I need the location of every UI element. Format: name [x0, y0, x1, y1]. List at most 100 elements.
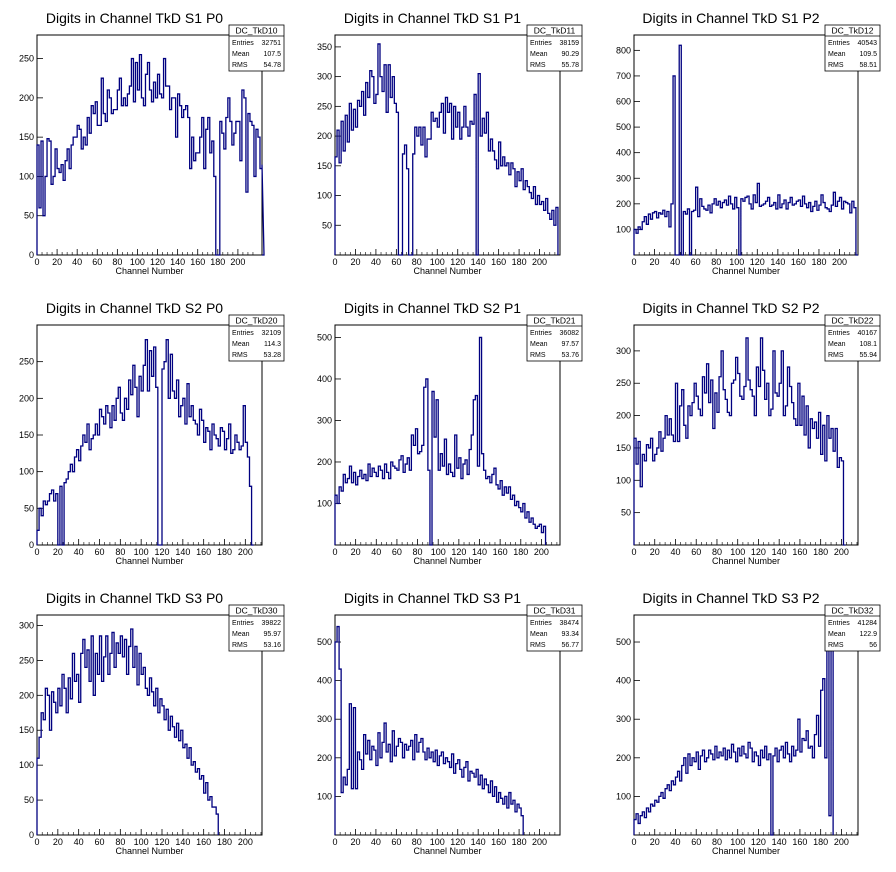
stats-box [824, 24, 881, 72]
chart-title: Digits in Channel TkD S1 P1 [344, 10, 521, 26]
x-tick-label: 20 [53, 547, 63, 557]
x-tick-label: 80 [712, 837, 722, 847]
y-tick-label: 200 [616, 411, 631, 421]
y-tick-label: 150 [19, 132, 34, 142]
x-tick-label: 160 [493, 547, 508, 557]
x-tick-label: 160 [491, 257, 506, 267]
x-tick-label: 120 [750, 257, 765, 267]
y-tick-label: 300 [317, 714, 332, 724]
stats-label: Entries [530, 620, 552, 627]
histogram-panel-9: Digits in Channel TkD S3 P2 0 20 40 60 80 100 1… [616, 590, 881, 856]
x-tick-label: 160 [792, 547, 807, 557]
y-tick-label: 200 [317, 131, 332, 141]
histogram-series [36, 53, 265, 256]
x-axis-label: Channel Number [712, 846, 780, 856]
stats-value: 90.29 [561, 51, 579, 58]
x-tick-label: 140 [772, 547, 787, 557]
x-tick-label: 60 [94, 837, 104, 847]
y-tick-label: 250 [19, 357, 34, 367]
histogram-panel-5: Digits in Channel TkD S2 P1 0 20 40 60 80 100 1… [317, 300, 583, 566]
y-tick-label: 350 [317, 42, 332, 52]
x-axis-label: Channel Number [413, 556, 481, 566]
x-tick-label: 180 [210, 257, 225, 267]
stats-value: 56 [869, 642, 877, 649]
y-tick-label: 300 [317, 72, 332, 82]
x-tick-label: 180 [811, 257, 826, 267]
y-tick-label: 0 [29, 250, 34, 260]
x-tick-label: 80 [412, 837, 422, 847]
stats-label: Mean [828, 341, 846, 348]
x-tick-label: 100 [134, 837, 149, 847]
y-tick-label: 100 [19, 467, 34, 477]
y-tick-label: 50 [621, 508, 631, 518]
x-tick-label: 40 [670, 837, 680, 847]
x-tick-label: 140 [175, 547, 190, 557]
y-tick-label: 200 [616, 199, 631, 209]
histogram-series [633, 614, 834, 836]
histogram-panel-6: Digits in Channel TkD S2 P2 0 20 40 60 80 100 1… [616, 300, 881, 566]
x-tick-label: 200 [532, 257, 547, 267]
x-tick-label: 100 [729, 257, 744, 267]
y-tick-label: 400 [616, 148, 631, 158]
x-tick-label: 0 [34, 837, 39, 847]
stats-label: RMS [828, 352, 844, 359]
y-tick-label: 0 [29, 540, 34, 550]
x-tick-label: 200 [834, 837, 849, 847]
x-tick-label: 120 [751, 837, 766, 847]
x-tick-label: 180 [513, 547, 528, 557]
x-axis-label: Channel Number [712, 266, 780, 276]
histogram-panel-7: Digits in Channel TkD S3 P0 0 20 40 60 80 100 1… [19, 590, 285, 856]
plot-frame [633, 614, 859, 836]
chart-title: Digits in Channel TkD S3 P1 [344, 590, 521, 606]
x-tick-label: 120 [154, 837, 169, 847]
stats-label: Mean [232, 341, 250, 348]
x-tick-label: 20 [52, 257, 62, 267]
y-tick-label: 800 [616, 45, 631, 55]
x-tick-label: 180 [512, 257, 527, 267]
stats-value: 55.78 [561, 62, 579, 69]
x-tick-label: 60 [691, 837, 701, 847]
x-tick-label: 0 [34, 257, 39, 267]
y-tick-label: 400 [317, 676, 332, 686]
stats-value: 58.51 [859, 62, 877, 69]
x-tick-label: 100 [130, 257, 145, 267]
stats-name: DC_TkD12 [831, 26, 873, 36]
x-tick-label: 140 [770, 257, 785, 267]
x-tick-label: 200 [532, 837, 547, 847]
y-tick-label: 100 [317, 791, 332, 801]
stats-label: Entries [828, 620, 850, 627]
stats-value: 40167 [858, 330, 878, 337]
stats-name: DC_TkD32 [831, 606, 873, 616]
x-tick-label: 100 [430, 257, 445, 267]
stats-box [228, 604, 285, 652]
x-tick-label: 120 [451, 547, 466, 557]
x-tick-label: 100 [730, 547, 745, 557]
x-tick-label: 20 [350, 257, 360, 267]
x-tick-label: 80 [413, 547, 423, 557]
x-tick-label: 160 [791, 257, 806, 267]
stats-label: RMS [530, 642, 546, 649]
y-tick-label: 200 [19, 93, 34, 103]
x-tick-label: 40 [74, 547, 84, 557]
stats-box [526, 604, 583, 652]
x-axis-label: Channel Number [115, 846, 183, 856]
y-tick-label: 0 [29, 830, 34, 840]
chart-title: Digits in Channel TkD S2 P0 [46, 300, 223, 316]
x-tick-label: 160 [196, 837, 211, 847]
y-tick-label: 100 [616, 791, 631, 801]
x-tick-label: 140 [471, 257, 486, 267]
x-tick-label: 20 [650, 547, 660, 557]
x-tick-label: 0 [631, 837, 636, 847]
x-tick-label: 80 [711, 257, 721, 267]
y-tick-label: 50 [24, 503, 34, 513]
stats-value: 56.77 [561, 642, 579, 649]
x-axis-label: Channel Number [115, 556, 183, 566]
y-tick-label: 150 [317, 161, 332, 171]
stats-label: Entries [232, 330, 254, 337]
stats-value: 32751 [262, 40, 282, 47]
x-tick-label: 140 [471, 837, 486, 847]
x-tick-label: 0 [34, 547, 39, 557]
stats-value: 55.94 [859, 352, 877, 359]
chart-title: Digits in Channel TkD S2 P2 [642, 300, 819, 316]
